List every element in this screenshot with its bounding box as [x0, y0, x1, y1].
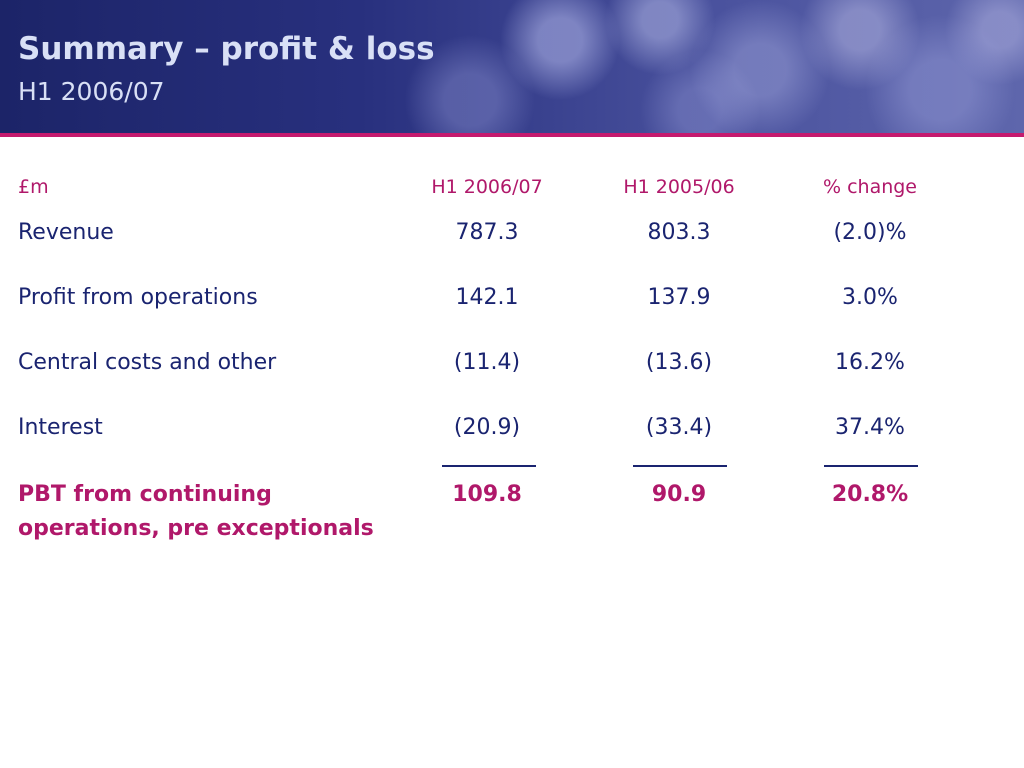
- total-rule-prior: [633, 465, 727, 467]
- row-value-current: (20.9): [453, 415, 521, 440]
- row-value-prior: (13.6): [645, 350, 713, 375]
- total-label-line-1: PBT from continuing: [18, 482, 272, 507]
- total-label: PBT from continuing operations, pre exce…: [18, 478, 374, 546]
- total-value-prior: 90.9: [651, 482, 707, 507]
- row-value-current: 142.1: [455, 285, 519, 310]
- row-label: Profit from operations: [18, 285, 258, 310]
- row-value-prior: 803.3: [647, 220, 711, 245]
- total-label-line-2: operations, pre exceptionals: [18, 516, 374, 541]
- header-divider: [0, 133, 1024, 137]
- total-value-change: 20.8%: [831, 482, 909, 507]
- column-header-h1-2005-06: H1 2005/06: [623, 176, 735, 198]
- total-rule-change: [824, 465, 918, 467]
- row-value-change: 37.4%: [835, 415, 905, 440]
- total-value-current: 109.8: [452, 482, 522, 507]
- slide-subtitle: H1 2006/07: [18, 77, 165, 106]
- header-banner: [0, 0, 1024, 134]
- total-rule-current: [442, 465, 536, 467]
- column-header-percent-change: % change: [822, 176, 918, 198]
- row-value-current: 787.3: [455, 220, 519, 245]
- column-header-h1-2006-07: H1 2006/07: [431, 176, 543, 198]
- row-value-change: (2.0)%: [833, 220, 907, 245]
- row-label: Central costs and other: [18, 350, 277, 375]
- row-value-prior: 137.9: [647, 285, 711, 310]
- slide-title: Summary – profit & loss: [18, 31, 435, 67]
- row-value-current: (11.4): [453, 350, 521, 375]
- row-value-change: 16.2%: [835, 350, 905, 375]
- row-value-prior: (33.4): [645, 415, 713, 440]
- unit-header: £m: [18, 176, 49, 198]
- row-label: Revenue: [18, 220, 114, 245]
- row-label: Interest: [18, 415, 103, 440]
- row-value-change: 3.0%: [842, 285, 898, 310]
